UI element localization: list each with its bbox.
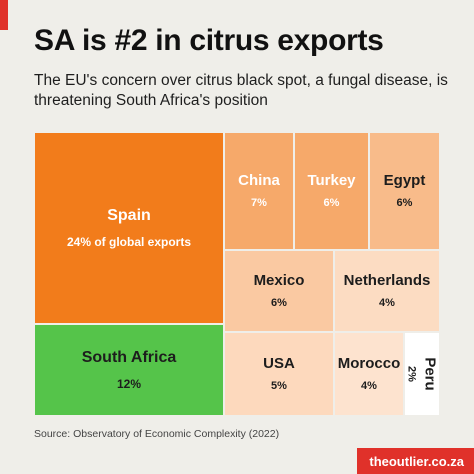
tile-value: 7% <box>251 197 267 209</box>
tile-label-group: Mexico 6% <box>254 272 305 310</box>
page-title: SA is #2 in citrus exports <box>34 24 384 57</box>
tile-name: Netherlands <box>343 272 431 289</box>
tile-name: Spain <box>107 207 151 224</box>
tile-name: South Africa <box>81 349 177 366</box>
tile-label-group: Turkey 6% <box>307 172 355 210</box>
tile-label-group: USA 5% <box>263 355 295 393</box>
page-subtitle: The EU's concern over citrus black spot,… <box>34 72 448 109</box>
tile-value: 6% <box>323 197 340 209</box>
tile-value: 6% <box>271 297 287 309</box>
tile-value: 4% <box>361 380 377 392</box>
tile-name: China <box>238 172 280 189</box>
tile-egypt: Egypt 6% <box>369 132 440 250</box>
brand-badge[interactable]: theoutlier.co.za <box>357 448 474 474</box>
tile-value: 2% <box>405 366 418 382</box>
tile-name: Morocco <box>337 355 401 372</box>
tile-label-group: Egypt 6% <box>384 172 426 210</box>
tile-mexico: Mexico 6% <box>224 250 334 332</box>
tile-name: Peru <box>421 357 439 391</box>
tile-label-group: China 7% <box>238 172 280 210</box>
treemap-chart: Spain 24% of global exports South Africa 12… <box>34 132 440 416</box>
tile-peru: Peru 2% <box>404 332 440 416</box>
tile-name: Egypt <box>383 172 426 189</box>
tile-usa: USA 5% <box>224 332 334 416</box>
tile-label-group: Morocco 4% <box>338 355 401 393</box>
accent-bar <box>0 0 8 30</box>
tile-name: Mexico <box>253 272 305 289</box>
tile-name: Turkey <box>307 172 356 189</box>
tile-south-africa: South Africa 12% <box>34 324 224 416</box>
tile-china: China 7% <box>224 132 294 250</box>
tile-value: 5% <box>271 380 287 392</box>
tile-name: USA <box>263 355 295 372</box>
tile-morocco: Morocco 4% <box>334 332 404 416</box>
tile-label-group: Peru 2% <box>405 357 439 390</box>
source-note: Source: Observatory of Economic Complexi… <box>34 428 280 440</box>
tile-value: 6% <box>396 197 413 209</box>
tile-label-group: South Africa 12% <box>82 349 177 391</box>
tile-label-group: Netherlands 4% <box>344 272 431 310</box>
tile-value: 24% of global exports <box>66 235 192 249</box>
tile-netherlands: Netherlands 4% <box>334 250 440 332</box>
tile-turkey: Turkey 6% <box>294 132 369 250</box>
tile-value: 4% <box>379 297 395 309</box>
tile-label-group: Spain 24% of global exports <box>67 207 191 249</box>
tile-value: 12% <box>116 377 142 391</box>
tile-spain: Spain 24% of global exports <box>34 132 224 324</box>
